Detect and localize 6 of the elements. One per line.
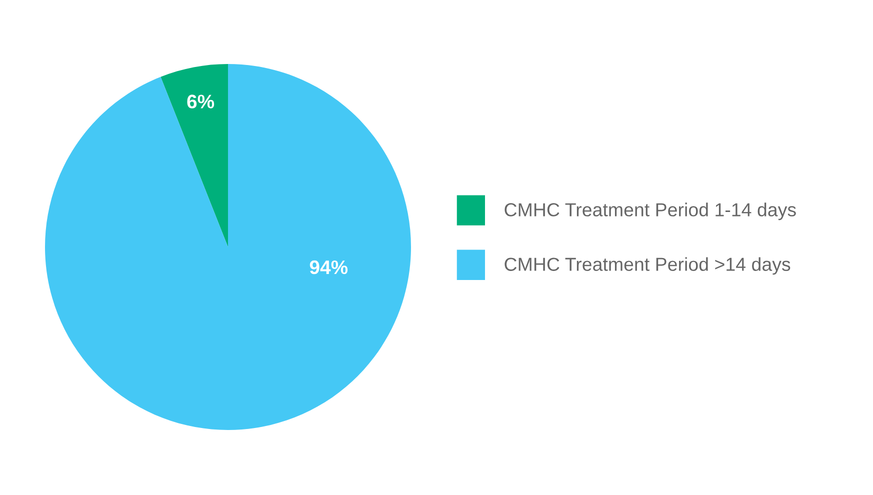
legend-label: CMHC Treatment Period >14 days: [504, 257, 790, 275]
pie-slice: [160, 64, 228, 247]
pie-slice: [45, 64, 411, 430]
legend-label: CMHC Treatment Period 1-14 days: [504, 202, 796, 220]
data-label: 94%: [310, 260, 348, 274]
data-label: 6%: [187, 94, 214, 108]
